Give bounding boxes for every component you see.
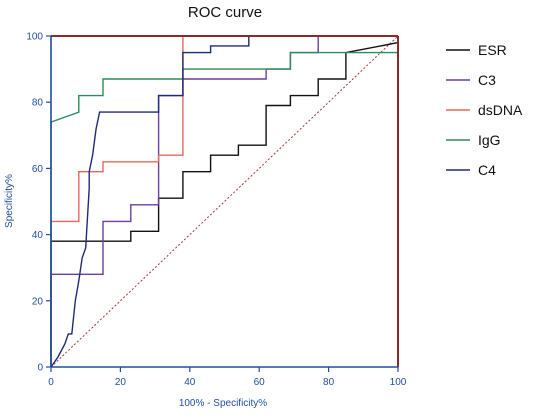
series-line-esr bbox=[50, 41, 399, 367]
legend-label-c4: C4 bbox=[478, 162, 496, 178]
x-tick-label-40: 40 bbox=[184, 377, 196, 388]
chart-title: ROC curve bbox=[188, 4, 262, 21]
series-line-igg bbox=[50, 51, 398, 367]
series-line-c4 bbox=[50, 35, 398, 368]
legend-label-dsdna: dsDNA bbox=[478, 102, 523, 118]
x-tick-label-80: 80 bbox=[323, 377, 335, 388]
y-tick-label-0: 0 bbox=[37, 363, 43, 374]
legend-label-esr: ESR bbox=[478, 42, 507, 58]
legend-label-c3: C3 bbox=[478, 72, 496, 88]
y-tick-label-40: 40 bbox=[32, 230, 44, 241]
x-tick-label-60: 60 bbox=[254, 377, 266, 388]
plot-area: 0 20 40 60 80 100 0 20 40 60 80 100 bbox=[26, 32, 406, 389]
x-axis-label: 100% - Specificity% bbox=[179, 398, 267, 409]
y-tick-label-80: 80 bbox=[32, 98, 44, 109]
y-axis-label: Specificity% bbox=[4, 174, 15, 228]
series-line-dsdna bbox=[50, 35, 398, 367]
legend: ESR C3 dsDNA IgG C4 bbox=[446, 42, 523, 178]
x-tick-label-0: 0 bbox=[48, 377, 54, 388]
legend-label-igg: IgG bbox=[478, 132, 501, 148]
x-tick-label-100: 100 bbox=[390, 377, 407, 388]
x-tick-label-20: 20 bbox=[115, 377, 127, 388]
y-tick-label-100: 100 bbox=[26, 32, 43, 43]
y-tick-label-20: 20 bbox=[32, 296, 44, 307]
y-tick-label-60: 60 bbox=[32, 164, 44, 175]
